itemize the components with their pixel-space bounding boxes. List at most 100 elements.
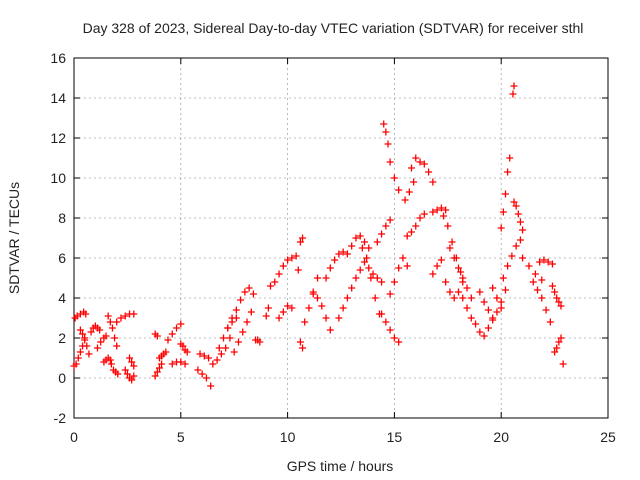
series-arc-27	[275, 302, 296, 322]
series-arc-46	[429, 256, 445, 278]
data-point	[416, 158, 424, 166]
series-arc-15	[164, 320, 185, 344]
data-point	[390, 278, 398, 286]
data-point	[480, 332, 488, 340]
data-point	[299, 344, 307, 352]
data-point	[395, 338, 403, 346]
grid-lines	[74, 58, 608, 418]
data-point	[202, 374, 210, 382]
data-point	[76, 326, 84, 334]
data-point	[382, 318, 390, 326]
data-point	[512, 202, 520, 210]
data-point	[534, 286, 542, 294]
data-point	[501, 190, 509, 198]
data-point	[239, 328, 247, 336]
data-point	[501, 286, 509, 294]
data-point	[352, 274, 360, 282]
data-point	[551, 288, 559, 296]
data-point	[463, 284, 471, 292]
data-point	[130, 372, 138, 380]
data-point	[510, 198, 518, 206]
data-point	[386, 326, 394, 334]
series-arc-9	[113, 310, 138, 326]
data-point	[484, 306, 492, 314]
data-point	[429, 208, 437, 216]
data-point	[97, 338, 105, 346]
series-arc-32	[322, 248, 347, 282]
data-point	[514, 210, 522, 218]
data-point	[162, 348, 170, 356]
data-point	[516, 218, 524, 226]
data-point	[158, 360, 166, 368]
data-point	[339, 248, 347, 256]
series-arc-22	[224, 284, 257, 332]
series-arc-42	[407, 154, 424, 172]
y-tick-label: 16	[50, 50, 66, 66]
data-point	[553, 294, 561, 302]
series-arc-49	[446, 244, 475, 302]
data-point	[177, 358, 185, 366]
data-point	[440, 212, 448, 220]
series-arc-25	[262, 282, 275, 320]
data-point	[367, 274, 375, 282]
series-arc-36	[360, 258, 386, 286]
data-point	[416, 214, 424, 222]
data-point	[433, 262, 441, 270]
series-arc-37	[373, 216, 394, 246]
series-arc-33	[335, 266, 364, 322]
data-point	[209, 360, 217, 368]
data-point	[245, 284, 253, 292]
data-point	[114, 370, 122, 378]
series-arc-1	[70, 334, 89, 370]
data-point	[200, 352, 208, 360]
y-tick-label: 14	[50, 90, 66, 106]
data-point	[226, 334, 234, 342]
data-point	[230, 348, 238, 356]
data-point	[401, 196, 409, 204]
data-point	[314, 274, 322, 282]
data-point	[360, 238, 368, 246]
series-arc-39	[378, 310, 403, 346]
data-point	[113, 342, 121, 350]
data-point	[335, 250, 343, 258]
data-point	[181, 360, 189, 368]
series-arc-16	[168, 358, 189, 368]
data-point	[309, 288, 317, 296]
series-arc-58	[519, 254, 546, 284]
data-point	[288, 304, 296, 312]
series-arc-18	[194, 366, 215, 390]
data-point	[356, 266, 364, 274]
y-tick-label: 4	[58, 290, 66, 306]
data-point	[506, 154, 514, 162]
data-point	[279, 308, 287, 316]
data-point	[510, 82, 518, 90]
data-point	[76, 348, 84, 356]
data-point	[213, 356, 221, 364]
data-point	[553, 344, 561, 352]
series-arc-6	[100, 354, 114, 366]
data-point	[538, 276, 546, 284]
data-point	[271, 278, 279, 286]
data-point	[85, 350, 93, 358]
data-point	[247, 308, 255, 316]
data-point	[168, 360, 176, 368]
data-point	[123, 370, 131, 378]
data-point	[529, 278, 537, 286]
series-arc-26	[271, 252, 300, 286]
data-point	[378, 310, 386, 318]
plot-frame	[73, 57, 609, 419]
data-point	[548, 260, 556, 268]
series-arc-7	[104, 312, 121, 350]
y-tick-label: 10	[50, 170, 66, 186]
series-arc-63	[559, 360, 567, 368]
data-point	[504, 168, 512, 176]
data-point	[264, 304, 272, 312]
data-point	[284, 256, 292, 264]
series-arc-2	[71, 308, 90, 322]
data-point	[343, 294, 351, 302]
data-point	[128, 376, 136, 384]
data-point	[83, 342, 91, 350]
data-point	[220, 334, 228, 342]
series-arc-17	[177, 340, 191, 356]
